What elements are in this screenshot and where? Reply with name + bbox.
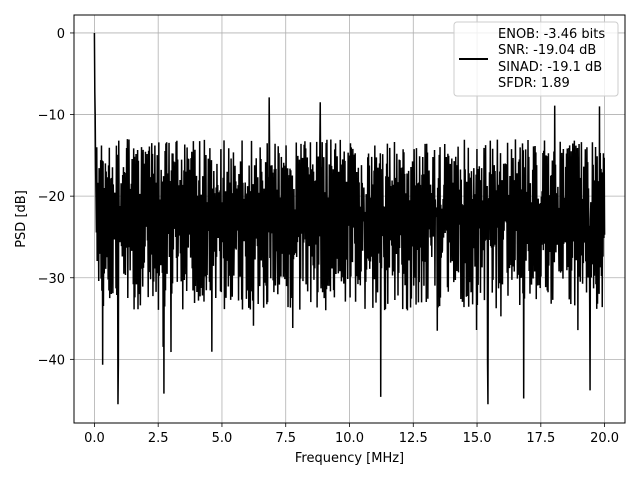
x-axis-label: Frequency [MHz] (295, 451, 404, 466)
x-tick-label: 20.0 (590, 431, 619, 446)
x-axis-ticks: 0.0 2.5 5.0 7.5 10.0 12.5 15.0 17.5 20.0 (84, 423, 619, 446)
y-tick-label: −30 (38, 272, 65, 287)
y-tick-label: 0 (57, 27, 65, 42)
psd-series-line (93, 32, 606, 405)
legend-entry: ENOB: -3.46 bits (498, 27, 605, 42)
legend-box (453, 21, 619, 97)
x-tick-label: 7.5 (275, 431, 296, 446)
x-tick-label: 0.0 (84, 431, 105, 446)
x-tick-label: 5.0 (212, 431, 233, 446)
series-layer (93, 32, 606, 405)
y-axis-label: PSD [dB] (14, 190, 29, 248)
legend-entry: SINAD: -19.1 dB (498, 60, 602, 75)
y-tick-label: −40 (38, 353, 65, 368)
legend-entry: SNR: -19.04 dB (498, 43, 596, 58)
legend: ENOB: -3.46 bits SNR: -19.04 dB SINAD: -… (453, 21, 619, 97)
legend-entry: SFDR: 1.89 (498, 76, 570, 91)
x-tick-label: 10.0 (335, 431, 364, 446)
x-tick-label: 17.5 (526, 431, 555, 446)
x-tick-label: 2.5 (148, 431, 169, 446)
y-axis-ticks: 0 −10 −20 −30 −40 (38, 27, 74, 368)
y-tick-label: −20 (38, 190, 65, 205)
y-tick-label: −10 (38, 109, 65, 124)
x-tick-label: 15.0 (463, 431, 492, 446)
x-tick-label: 12.5 (399, 431, 428, 446)
